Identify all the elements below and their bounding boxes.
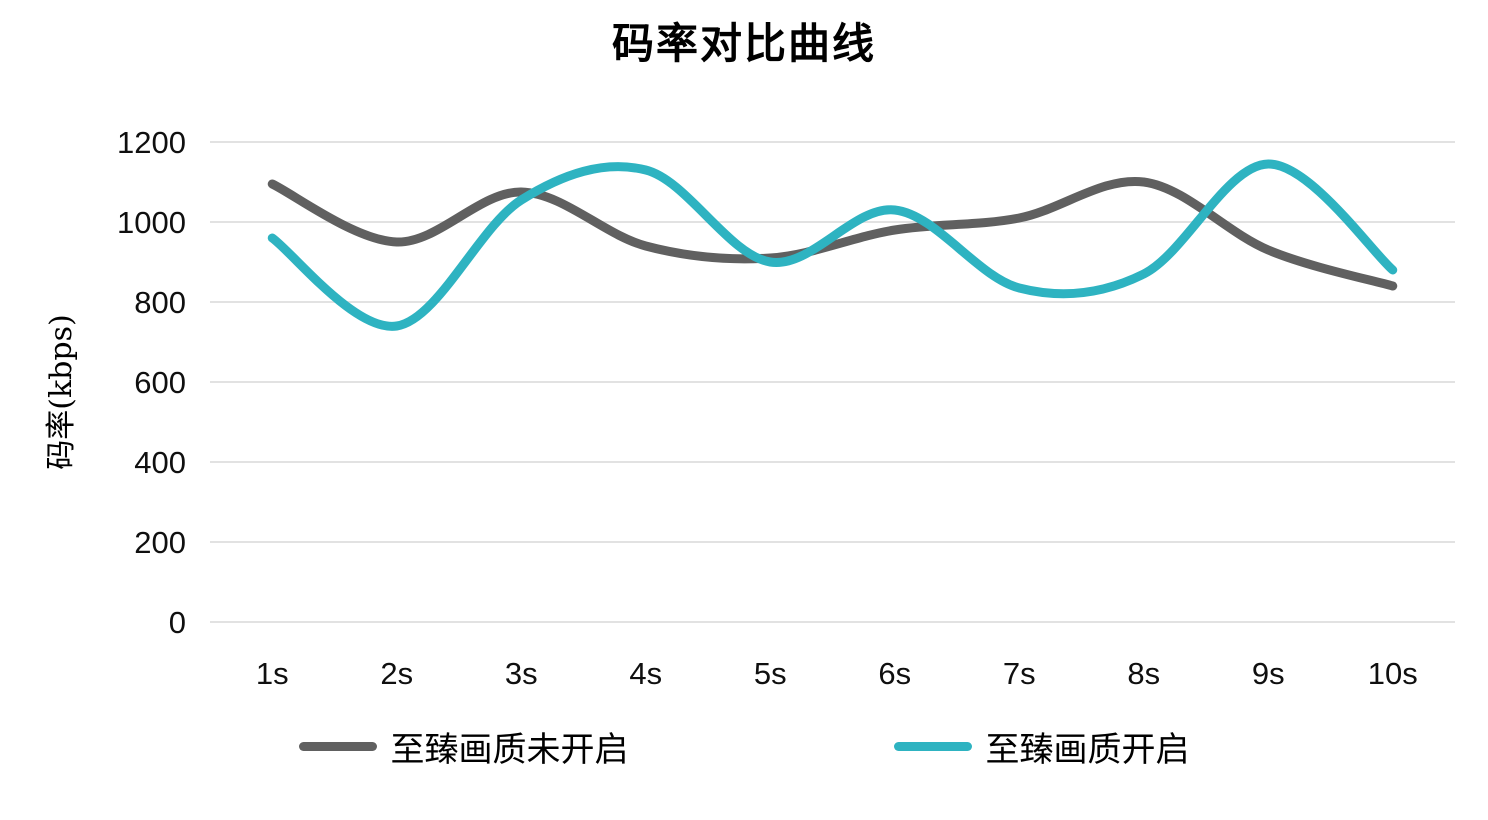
y-tick-label: 1200	[117, 125, 186, 160]
legend-label-quality-off: 至臻画质未开启	[390, 730, 629, 770]
legend-item-quality-on: 至臻画质开启	[893, 722, 1190, 771]
x-tick-labels: 1s 2s 3s 4s 5s 6s 7s 8s 9s 10s	[256, 656, 1418, 691]
x-tick-label: 2s	[380, 656, 413, 691]
legend-swatch-quality-off	[298, 742, 377, 751]
x-tick-label: 3s	[505, 656, 538, 691]
x-tick-label: 6s	[878, 656, 911, 691]
y-tick-label: 1000	[117, 205, 186, 240]
y-tick-label: 400	[134, 445, 186, 480]
y-tick-label: 0	[169, 605, 186, 640]
x-tick-label: 5s	[754, 656, 787, 691]
y-tick-label: 600	[134, 365, 186, 400]
legend: 至臻画质未开启 至臻画质开启	[0, 722, 1488, 771]
y-tick-label: 800	[134, 285, 186, 320]
x-tick-label: 4s	[629, 656, 662, 691]
x-tick-label: 9s	[1252, 656, 1285, 691]
chart-title: 码率对比曲线	[611, 19, 876, 68]
x-tick-label: 1s	[256, 656, 289, 691]
series-line-1	[267, 159, 1398, 331]
legend-label-quality-on: 至臻画质开启	[985, 730, 1190, 770]
x-tick-label: 7s	[1003, 656, 1036, 691]
y-tick-label: 200	[134, 525, 186, 560]
gridlines	[210, 141, 1455, 623]
legend-swatch-quality-on	[893, 742, 972, 751]
legend-item-quality-off: 至臻画质未开启	[298, 722, 629, 771]
y-tick-labels: 0 200 400 600 800 1000 1200	[117, 125, 186, 640]
x-tick-label: 8s	[1127, 656, 1160, 691]
x-tick-label: 10s	[1368, 656, 1418, 691]
series-lines	[267, 159, 1398, 331]
